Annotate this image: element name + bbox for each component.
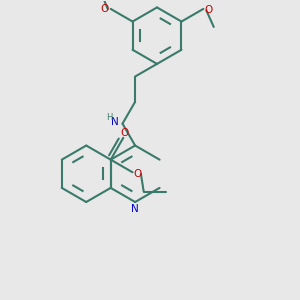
Text: O: O [205, 5, 213, 15]
Text: N: N [111, 117, 119, 127]
Text: H: H [106, 113, 112, 122]
Text: O: O [100, 4, 109, 14]
Text: O: O [121, 128, 129, 138]
Text: O: O [134, 169, 142, 179]
Text: N: N [131, 203, 139, 214]
